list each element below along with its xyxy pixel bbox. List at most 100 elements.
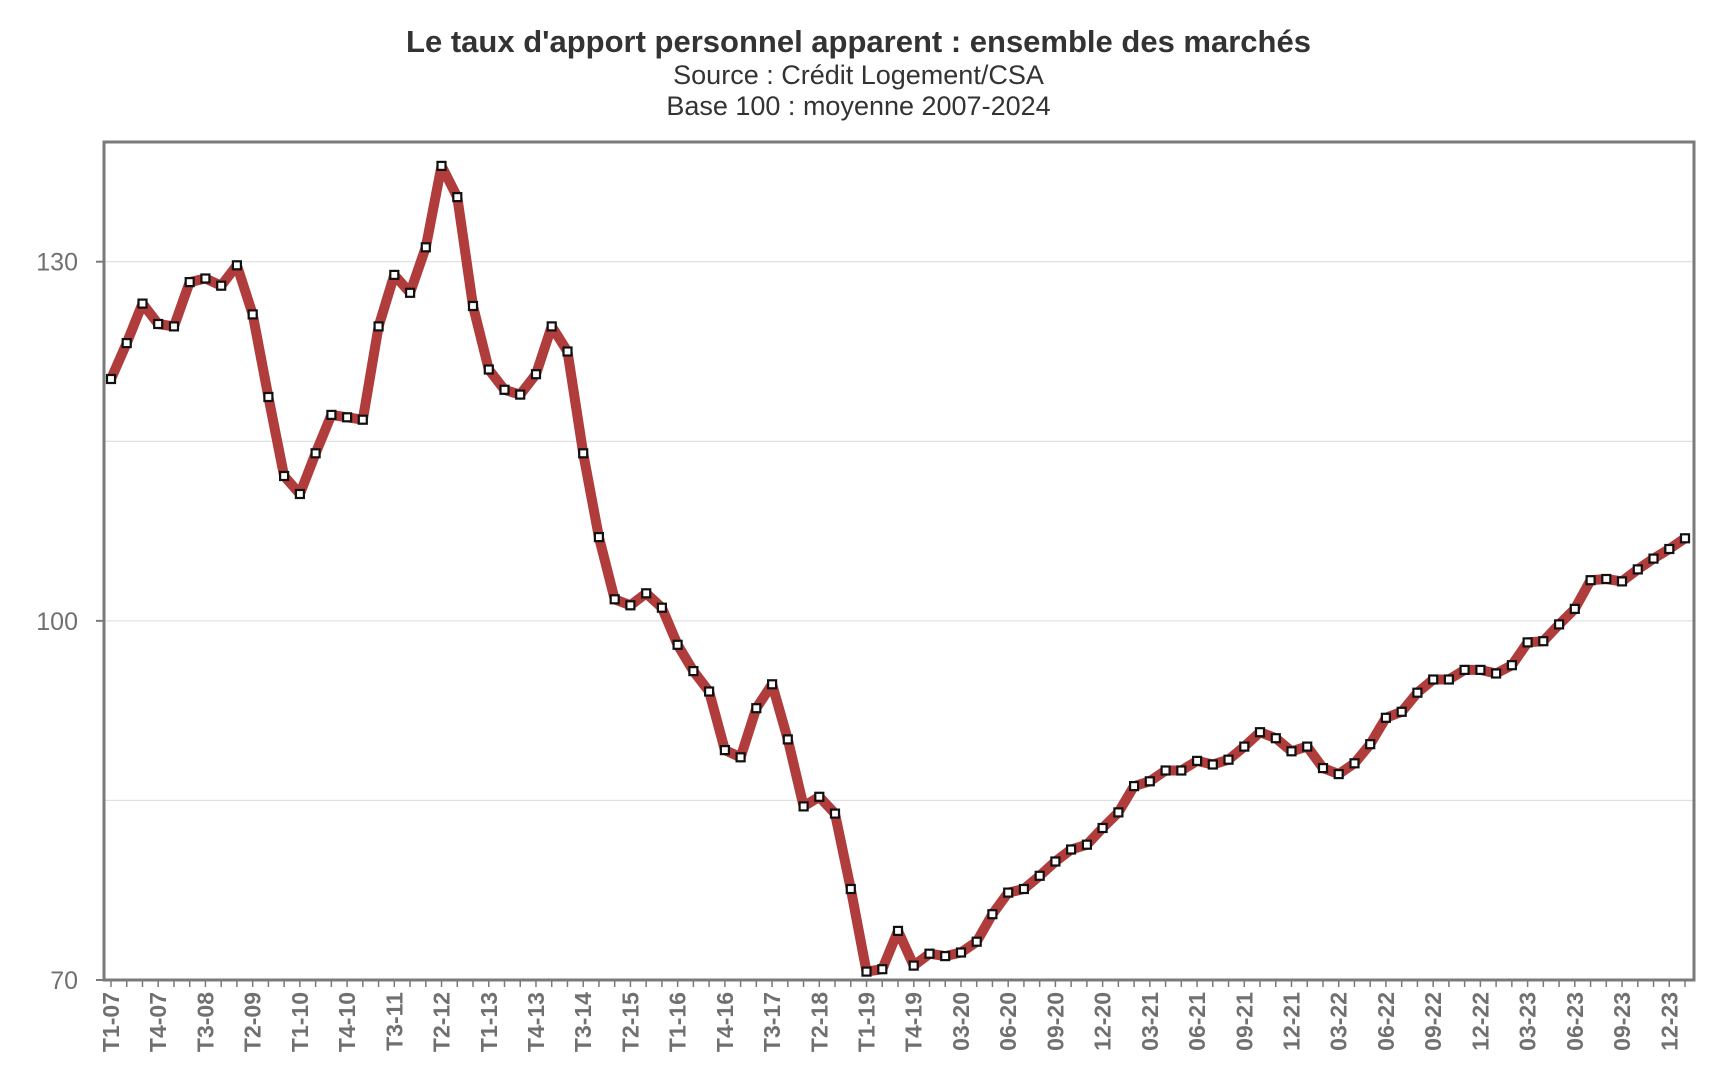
data-point-marker: [892, 925, 904, 937]
x-tick-label: T4-13: [523, 992, 549, 1052]
data-point-marker: [1506, 660, 1518, 671]
data-point-marker: [782, 734, 793, 745]
data-point-marker: [436, 160, 447, 171]
data-point-marker: [562, 346, 573, 357]
x-tick-label: T3-14: [570, 992, 596, 1052]
data-point-marker: [216, 280, 227, 291]
data-point-marker: [940, 950, 951, 962]
data-point-marker: [1144, 776, 1155, 787]
data-point-marker: [1270, 733, 1281, 744]
data-point-marker: [546, 321, 557, 332]
x-tick-label: 09-22: [1420, 992, 1446, 1051]
x-tick-label: 03-20: [948, 992, 974, 1051]
data-point-marker: [1254, 727, 1266, 738]
data-point-marker: [247, 309, 258, 320]
data-point-marker: [467, 300, 479, 312]
data-point-marker: [814, 791, 825, 802]
data-point-marker: [263, 391, 274, 403]
data-point-marker: [1223, 754, 1234, 765]
data-point-marker: [373, 321, 384, 332]
x-tick-label: 09-23: [1609, 992, 1635, 1051]
data-point-marker: [499, 384, 510, 395]
data-point-marker: [1128, 780, 1140, 792]
data-point-marker: [829, 808, 841, 819]
chart-subtitle-base: Base 100 : moyenne 2007-2024: [666, 91, 1051, 121]
x-tick-label: T1-16: [665, 992, 691, 1052]
x-tick-label: T2-15: [617, 992, 643, 1052]
x-tick-label: T2-12: [429, 992, 455, 1052]
data-point-marker: [719, 744, 731, 756]
x-tick-label: 12-23: [1656, 992, 1682, 1051]
data-point-marker: [1239, 741, 1250, 752]
data-point-marker: [656, 602, 668, 613]
x-tick-label: 12-21: [1279, 992, 1305, 1051]
data-point-marker: [908, 960, 919, 971]
chart-title: Le taux d'apport personnel apparent : en…: [406, 24, 1311, 59]
data-point-marker: [1428, 674, 1439, 685]
x-tick-label: 06-20: [995, 992, 1021, 1051]
x-tick-label: T1-19: [854, 992, 880, 1052]
x-tick-label: 06-21: [1184, 992, 1210, 1051]
x-tick-label: T3-08: [192, 992, 218, 1052]
data-point-marker: [1459, 664, 1470, 676]
data-point-marker: [1664, 543, 1675, 555]
data-point-marker: [877, 964, 888, 975]
data-point-marker: [672, 639, 683, 650]
data-point-marker: [766, 679, 778, 690]
data-point-marker: [1601, 573, 1612, 585]
data-point-marker: [1569, 603, 1580, 615]
data-point-marker: [153, 318, 164, 330]
data-point-marker: [625, 600, 636, 611]
chart-subtitle-source: Source : Crédit Logement/CSA: [673, 60, 1044, 90]
x-tick-label: 06-23: [1562, 992, 1588, 1051]
x-tick-label: 03-21: [1137, 992, 1163, 1051]
data-point-marker: [1538, 636, 1549, 647]
x-tick-label: T1-10: [287, 992, 313, 1052]
plot-frame: [102, 140, 1696, 982]
x-tick-label: T4-10: [334, 992, 360, 1052]
data-point-marker: [452, 192, 463, 203]
x-tick-label: T2-18: [806, 992, 832, 1052]
data-point-marker: [1160, 765, 1171, 776]
data-point-marker: [1380, 712, 1392, 723]
data-point-marker: [751, 703, 762, 714]
x-tick-label: T4-07: [145, 992, 171, 1052]
x-tick-label: 06-22: [1373, 992, 1399, 1051]
x-tick-label: T3-17: [759, 992, 785, 1052]
series-line: [106, 160, 1690, 977]
data-point-marker: [924, 948, 935, 959]
data-point-marker: [515, 389, 526, 400]
data-point-marker: [1113, 807, 1124, 818]
y-tick-label: 100: [36, 608, 78, 636]
data-point-marker: [1081, 839, 1093, 850]
data-point-marker: [357, 414, 368, 425]
data-point-marker: [1475, 664, 1486, 676]
data-point-marker: [326, 409, 337, 420]
data-point-marker: [578, 448, 589, 459]
data-point-marker: [168, 321, 180, 332]
data-point-marker: [1553, 619, 1565, 630]
x-tick-label: 03-22: [1326, 992, 1352, 1051]
data-point-marker: [1003, 887, 1014, 898]
data-point-marker: [1349, 758, 1360, 769]
data-point-marker: [1616, 576, 1628, 587]
data-point-marker: [483, 364, 494, 375]
data-point-marker: [184, 277, 195, 288]
data-point-marker: [294, 488, 305, 500]
data-point-marker: [1443, 674, 1455, 685]
data-point-marker: [861, 966, 872, 977]
x-tick-label: T4-19: [901, 992, 927, 1052]
data-point-marker: [688, 665, 699, 677]
x-tick-label: T3-11: [381, 992, 407, 1051]
data-point-marker: [641, 588, 652, 599]
data-point-marker: [971, 936, 982, 947]
data-point-marker: [1065, 844, 1077, 855]
data-point-marker: [121, 338, 132, 349]
data-point-marker: [1648, 553, 1659, 564]
data-point-marker: [231, 260, 242, 271]
data-point-marker: [1207, 759, 1218, 770]
x-tick-label: T2-09: [240, 992, 266, 1052]
data-point-marker: [1176, 765, 1187, 776]
data-point-marker: [1034, 870, 1045, 881]
